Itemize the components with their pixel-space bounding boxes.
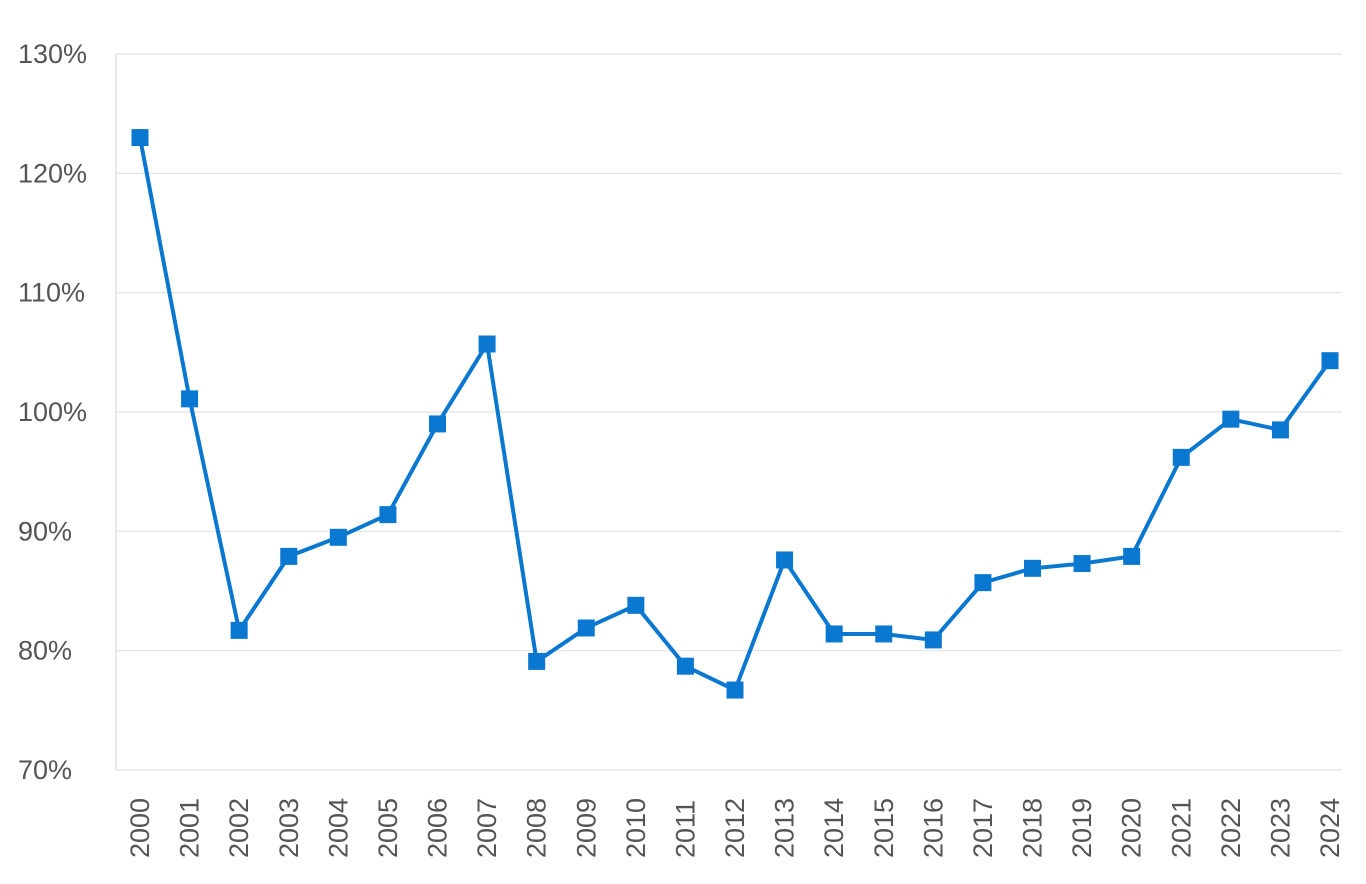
data-point-2021 [1172, 448, 1190, 466]
x-tick-label: 2020 [1117, 798, 1147, 858]
data-point-2000 [131, 129, 149, 147]
data-point-2011 [676, 657, 694, 675]
x-tick-label: 2003 [274, 798, 304, 858]
data-point-2010 [627, 596, 645, 614]
data-point-2006 [429, 415, 446, 433]
x-tick-label: 2006 [423, 798, 453, 858]
y-tick-label: 130% [18, 39, 87, 69]
x-tick-label: 2023 [1265, 798, 1295, 858]
x-tick-label: 2010 [621, 798, 651, 858]
x-tick-label: 2024 [1315, 798, 1345, 858]
x-tick-label: 2012 [720, 798, 750, 858]
x-tick-label: 2017 [968, 798, 998, 858]
x-tick-label: 2002 [224, 798, 254, 858]
x-tick-label: 2004 [323, 798, 353, 858]
x-tick-label: 2018 [1018, 798, 1048, 858]
x-tick-label: 2021 [1166, 798, 1196, 858]
data-point-2020 [1123, 547, 1141, 565]
x-axis-tick-labels: 2000 2001 2002 2003 2004 2005 2006 2007 2008 2009… [125, 798, 1345, 858]
data-point-2002 [230, 621, 248, 639]
data-point-2001 [181, 390, 199, 408]
y-tick-label: 80% [18, 636, 72, 666]
data-point-2008 [528, 652, 546, 670]
data-point-2004 [329, 528, 347, 546]
x-tick-label: 2001 [175, 798, 205, 858]
y-axis-tick-labels: 70% 80% 90% 100% 110% 120% 130% [18, 39, 87, 785]
x-tick-label: 2013 [770, 798, 800, 858]
data-point-2009 [577, 619, 595, 637]
data-point-2023 [1271, 421, 1289, 439]
y-tick-label: 70% [18, 755, 72, 785]
y-tick-label: 100% [18, 397, 87, 427]
x-tick-label: 2014 [819, 798, 849, 858]
data-point-2015 [875, 625, 893, 643]
x-tick-label: 2011 [670, 800, 700, 858]
y-tick-label: 120% [18, 158, 87, 188]
data-point-2012 [726, 681, 744, 699]
x-tick-label: 2009 [571, 798, 601, 858]
data-point-2019 [1073, 555, 1091, 573]
x-tick-label: 2019 [1067, 798, 1097, 858]
data-point-2018 [1024, 559, 1041, 577]
data-point-2007 [478, 335, 496, 353]
y-tick-label: 90% [18, 516, 72, 546]
gridlines [115, 53, 1342, 771]
x-tick-label: 2016 [918, 798, 948, 858]
data-point-2005 [379, 506, 397, 524]
x-tick-label: 2015 [869, 798, 899, 858]
x-tick-label: 2005 [373, 798, 403, 858]
data-point-2013 [776, 551, 794, 569]
data-point-2003 [280, 547, 298, 565]
data-point-2022 [1222, 410, 1240, 428]
series-line [138, 137, 1332, 693]
data-point-2017 [974, 574, 992, 592]
data-point-2014 [825, 625, 843, 643]
x-tick-label: 2000 [125, 798, 155, 858]
x-tick-label: 2008 [522, 798, 552, 858]
y-tick-label: 110% [18, 278, 85, 308]
data-point-2024 [1321, 352, 1339, 370]
series-layer [131, 129, 1339, 699]
x-tick-label: 2022 [1216, 798, 1246, 858]
data-point-2016 [924, 631, 942, 649]
x-tick-label: 2007 [472, 798, 502, 858]
